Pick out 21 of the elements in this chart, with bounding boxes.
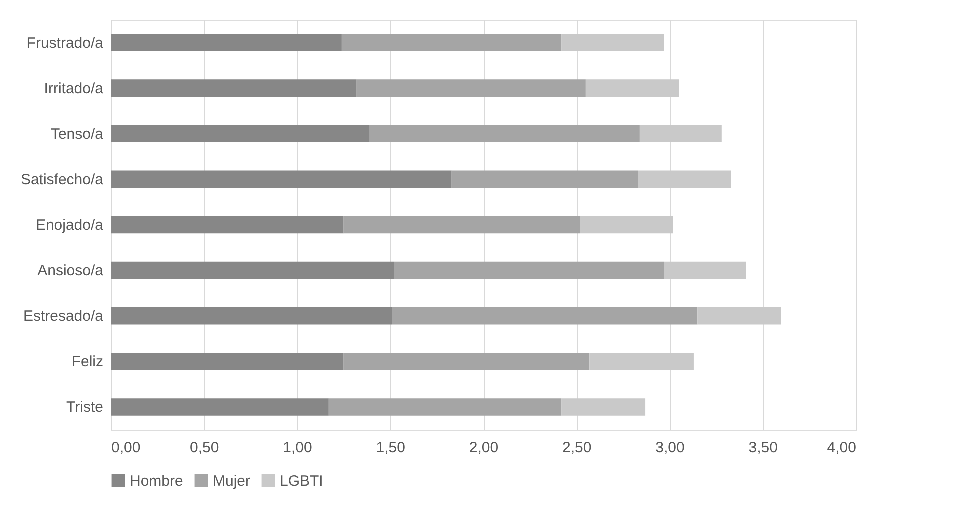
legend-label: LGBTI bbox=[280, 472, 324, 490]
x-tick-label: 1,50 bbox=[376, 440, 406, 456]
y-tick-label: Ansioso/a bbox=[38, 262, 104, 280]
y-tick-label: Triste bbox=[66, 399, 104, 416]
x-tick-label: 4,00 bbox=[827, 440, 856, 456]
y-tick-label: Irritado/a bbox=[44, 80, 104, 98]
x-tick-label: 1,00 bbox=[283, 440, 312, 456]
legend-label: Hombre bbox=[130, 472, 184, 490]
y-tick-label: Feliz bbox=[72, 354, 104, 371]
x-tick-label: 3,00 bbox=[656, 440, 685, 456]
x-tick-label: 2,50 bbox=[562, 440, 592, 456]
x-tick-label: 2,00 bbox=[469, 440, 499, 456]
y-tick-label: Frustrado/a bbox=[26, 34, 104, 52]
y-tick-label: Tenso/a bbox=[50, 126, 104, 143]
x-tick-label: 0,00 bbox=[112, 440, 141, 456]
y-tick-label: Estresado/a bbox=[23, 308, 104, 326]
x-tick-label: 0,50 bbox=[190, 440, 220, 456]
y-tick-label: Enojado/a bbox=[36, 217, 104, 234]
y-tick-label: Satisfecho/a bbox=[20, 171, 104, 188]
legend-label: Mujer bbox=[213, 472, 251, 490]
x-tick-label: 3,50 bbox=[748, 440, 778, 456]
